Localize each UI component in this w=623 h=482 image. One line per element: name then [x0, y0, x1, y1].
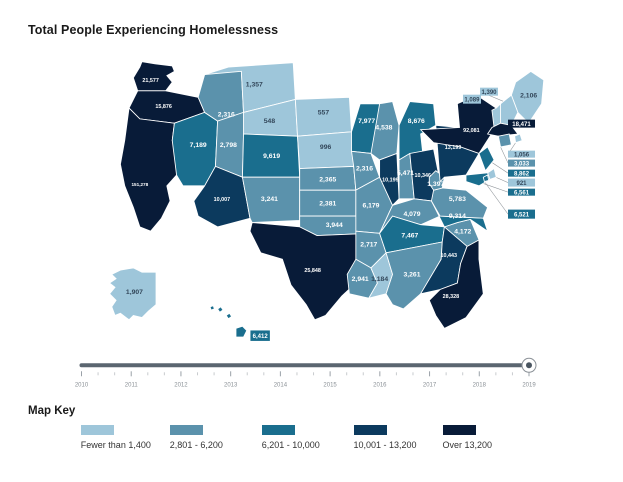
svg-text:10,443: 10,443 — [440, 253, 456, 259]
svg-text:2014: 2014 — [274, 382, 288, 388]
svg-text:1,056: 1,056 — [514, 152, 530, 158]
svg-text:2,717: 2,717 — [360, 241, 377, 248]
svg-text:557: 557 — [318, 110, 330, 117]
svg-text:9,619: 9,619 — [263, 153, 280, 160]
svg-text:2,316: 2,316 — [218, 112, 235, 119]
svg-text:2,106: 2,106 — [520, 92, 537, 99]
svg-text:15,876: 15,876 — [155, 104, 172, 110]
svg-text:10,199: 10,199 — [382, 178, 399, 184]
svg-text:2017: 2017 — [423, 382, 437, 388]
svg-text:18,471: 18,471 — [512, 122, 531, 128]
svg-text:2,941: 2,941 — [352, 276, 369, 283]
svg-text:1,397: 1,397 — [427, 181, 444, 188]
svg-text:8,676: 8,676 — [408, 118, 425, 125]
svg-text:2010: 2010 — [75, 382, 89, 388]
svg-text:2012: 2012 — [174, 382, 188, 388]
svg-text:6,179: 6,179 — [362, 202, 379, 209]
svg-text:996: 996 — [320, 144, 332, 151]
svg-text:13,199: 13,199 — [445, 145, 462, 151]
svg-text:7,977: 7,977 — [358, 118, 375, 125]
svg-text:9,314: 9,314 — [449, 213, 466, 220]
svg-text:1,357: 1,357 — [246, 81, 263, 88]
svg-text:10,346: 10,346 — [415, 173, 432, 179]
svg-text:1,184: 1,184 — [371, 276, 388, 283]
svg-text:28,328: 28,328 — [443, 294, 459, 300]
svg-text:548: 548 — [264, 118, 276, 125]
svg-text:25,848: 25,848 — [304, 268, 321, 274]
svg-text:2,798: 2,798 — [220, 142, 237, 149]
svg-text:1,089: 1,089 — [464, 98, 480, 104]
svg-text:21,577: 21,577 — [142, 78, 158, 84]
svg-text:3,033: 3,033 — [514, 161, 530, 167]
svg-text:1,390: 1,390 — [481, 90, 497, 96]
svg-text:1,907: 1,907 — [126, 289, 143, 296]
svg-text:2016: 2016 — [373, 382, 387, 388]
svg-text:4,079: 4,079 — [403, 211, 420, 218]
svg-text:8,862: 8,862 — [514, 171, 530, 177]
svg-text:2,316: 2,316 — [356, 166, 373, 173]
svg-text:2,365: 2,365 — [319, 177, 336, 184]
svg-text:921: 921 — [516, 181, 527, 187]
svg-text:10,007: 10,007 — [214, 197, 230, 203]
svg-text:92,081: 92,081 — [463, 128, 480, 134]
svg-text:7,467: 7,467 — [401, 233, 418, 240]
svg-text:6,412: 6,412 — [253, 334, 269, 340]
svg-text:6,561: 6,561 — [514, 190, 530, 196]
svg-text:5,471: 5,471 — [397, 170, 414, 177]
svg-text:151,278: 151,278 — [131, 182, 148, 187]
svg-text:2,381: 2,381 — [319, 200, 336, 207]
svg-text:4,172: 4,172 — [454, 228, 471, 235]
svg-text:2011: 2011 — [125, 382, 139, 388]
svg-text:5,783: 5,783 — [449, 196, 466, 203]
svg-text:3,241: 3,241 — [261, 196, 278, 203]
svg-text:2015: 2015 — [323, 382, 337, 388]
svg-text:7,189: 7,189 — [190, 142, 207, 149]
svg-text:3,944: 3,944 — [326, 222, 343, 229]
svg-text:4,538: 4,538 — [375, 125, 392, 132]
svg-text:2018: 2018 — [473, 382, 487, 388]
svg-text:3,261: 3,261 — [403, 272, 420, 279]
svg-text:2019: 2019 — [522, 382, 536, 388]
svg-text:2013: 2013 — [224, 382, 238, 388]
svg-text:6,521: 6,521 — [514, 213, 530, 219]
